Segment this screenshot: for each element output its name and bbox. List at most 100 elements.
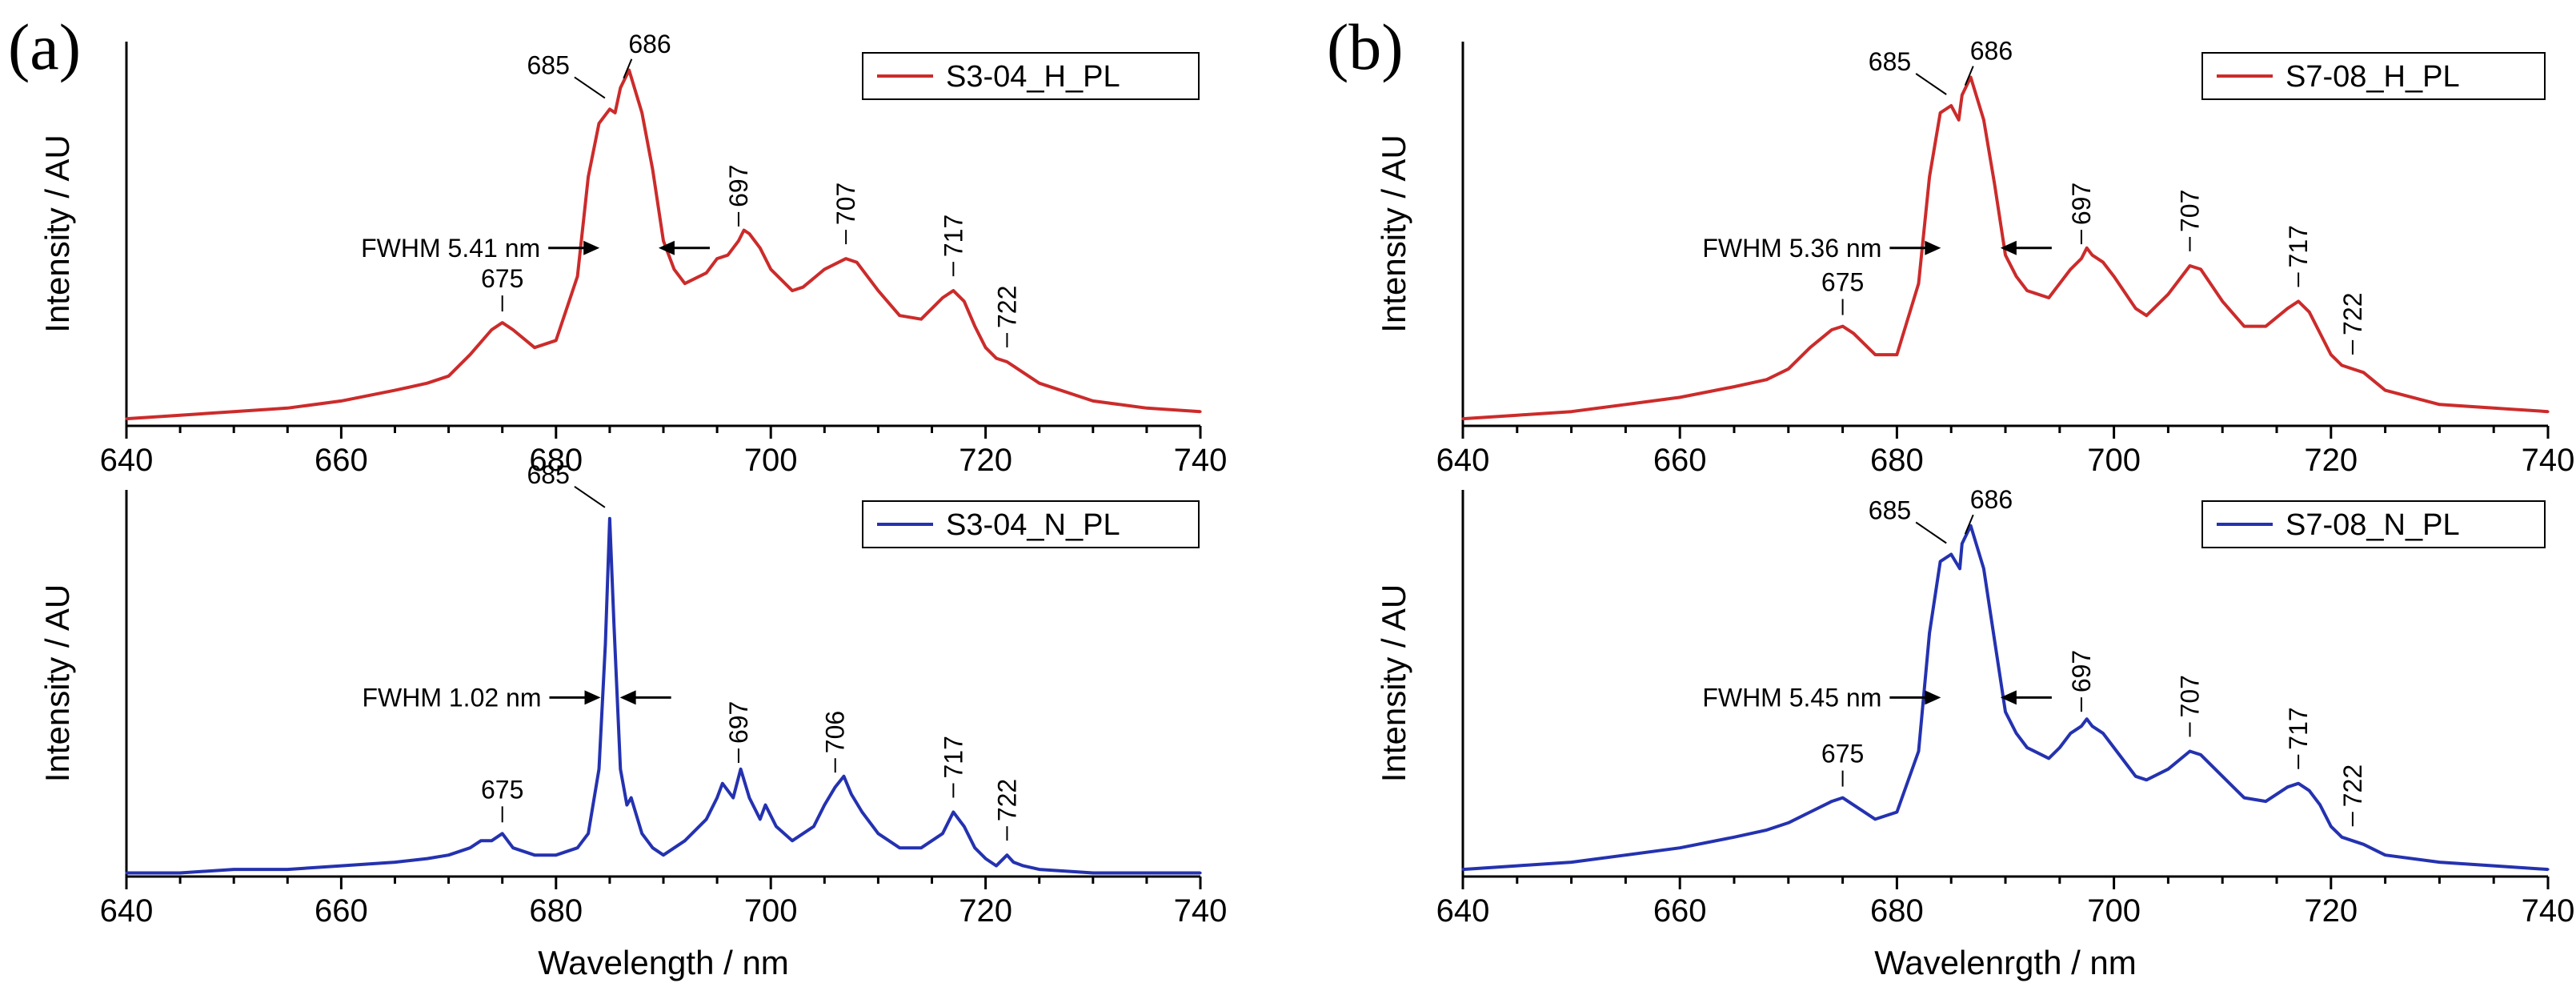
data-point [747,232,751,235]
data-point [640,111,643,114]
data-point [834,785,837,788]
data-point [1145,407,1148,410]
data-point [1949,104,1953,107]
data-point [747,796,751,800]
fwhm-arrowhead-left [1925,240,1941,255]
data-point [2188,264,2192,267]
legend-label: S7-08_N_PL [2286,508,2460,542]
data-point [2330,824,2333,828]
chart-a-bottom: 640 660 680 700 720 740 Intensity / AU Waveleng… [38,460,1227,981]
data-point [2058,746,2061,749]
data-point [339,864,343,868]
data-point [2438,403,2441,406]
data-point [951,289,955,292]
data-point [2264,800,2268,803]
data-point [1012,861,1016,864]
peak-leader [1964,66,1974,86]
data-point [951,810,955,814]
data-point [2113,746,2116,749]
data-point [501,321,504,324]
legend-label: S7-08_H_PL [2286,60,2460,94]
data-point [426,382,429,385]
data-point [627,68,631,72]
data-point [743,228,746,232]
x-tick-label: 640 [1436,443,1490,478]
data-point [683,282,687,285]
data-point [533,853,536,857]
data-point [339,399,343,403]
chart-b-bottom: 640 660 680 700 720 740 Intensity / AU Wavelenr… [1375,485,2574,981]
data-point [2546,410,2550,413]
data-point [630,796,633,800]
data-point [963,299,966,303]
x-tick-label: 640 [100,443,154,478]
data-point [898,846,901,849]
data-point [447,853,451,857]
data-point [1841,324,1845,328]
data-point [1830,800,1833,803]
x-tick-label: 660 [1653,443,1707,478]
data-point [511,328,515,331]
data-point [2384,388,2387,392]
data-point [1809,346,1812,349]
peak-label: 686 [1970,485,2013,514]
data-point [672,267,676,271]
data-point [1969,524,1973,528]
data-point [393,861,397,864]
peak-label: 722 [992,779,1021,821]
peak-label: 697 [724,164,753,207]
data-point [2080,257,2083,260]
data-point [963,824,966,828]
peak-label: 707 [2176,190,2205,232]
peak-label: 717 [2284,707,2313,749]
data-point [1570,861,1573,864]
fwhm-arrowhead-right [2000,240,2017,255]
fwhm-label: FWHM 5.41 nm [361,234,540,263]
x-tick-label: 720 [2304,893,2358,929]
fwhm-arrowhead-right [619,690,636,705]
x-tick-label: 740 [2522,443,2575,478]
data-point [1982,567,1985,570]
data-point [1199,871,1202,875]
x-tick-label: 700 [2087,443,2141,478]
data-point [640,832,643,835]
data-point [2145,778,2148,781]
data-point [533,346,536,349]
data-point [715,257,719,260]
peak-leader [1964,514,1974,535]
data-point [1092,871,1095,875]
data-point [2069,267,2072,271]
chart-b-top: 640 660 680 700 720 740 Intensity / AU S7-08_H_… [1375,37,2574,478]
data-point [2286,307,2290,310]
data-point [823,267,826,271]
data-point [2221,775,2224,778]
data-point [1928,175,1931,179]
data-point [1895,810,1898,814]
fwhm-label: FWHM 5.36 nm [1702,234,1881,263]
data-point [178,871,182,875]
data-point [2330,353,2333,356]
panel-label-b: (b) [1327,10,1404,83]
data-point [1787,821,1790,824]
data-point [1873,353,1877,356]
data-point [2047,756,2050,760]
series-line [1462,524,2549,872]
data-point [1993,639,1997,642]
data-point [919,846,923,849]
data-point [850,792,853,796]
x-tick-label: 720 [959,443,1012,478]
data-point [2047,296,2050,299]
data-point [468,353,472,356]
data-point [1038,868,1041,871]
peak-leader [574,485,606,508]
data-point [426,857,429,861]
peak-label: 707 [2176,675,2205,717]
x-tick-label: 720 [959,893,1012,929]
data-point [812,824,815,828]
data-point [1841,796,1845,800]
data-point [2297,782,2300,785]
data-point [597,768,601,771]
peak-label: 675 [481,264,523,293]
data-point [393,388,397,392]
data-point [769,267,772,271]
